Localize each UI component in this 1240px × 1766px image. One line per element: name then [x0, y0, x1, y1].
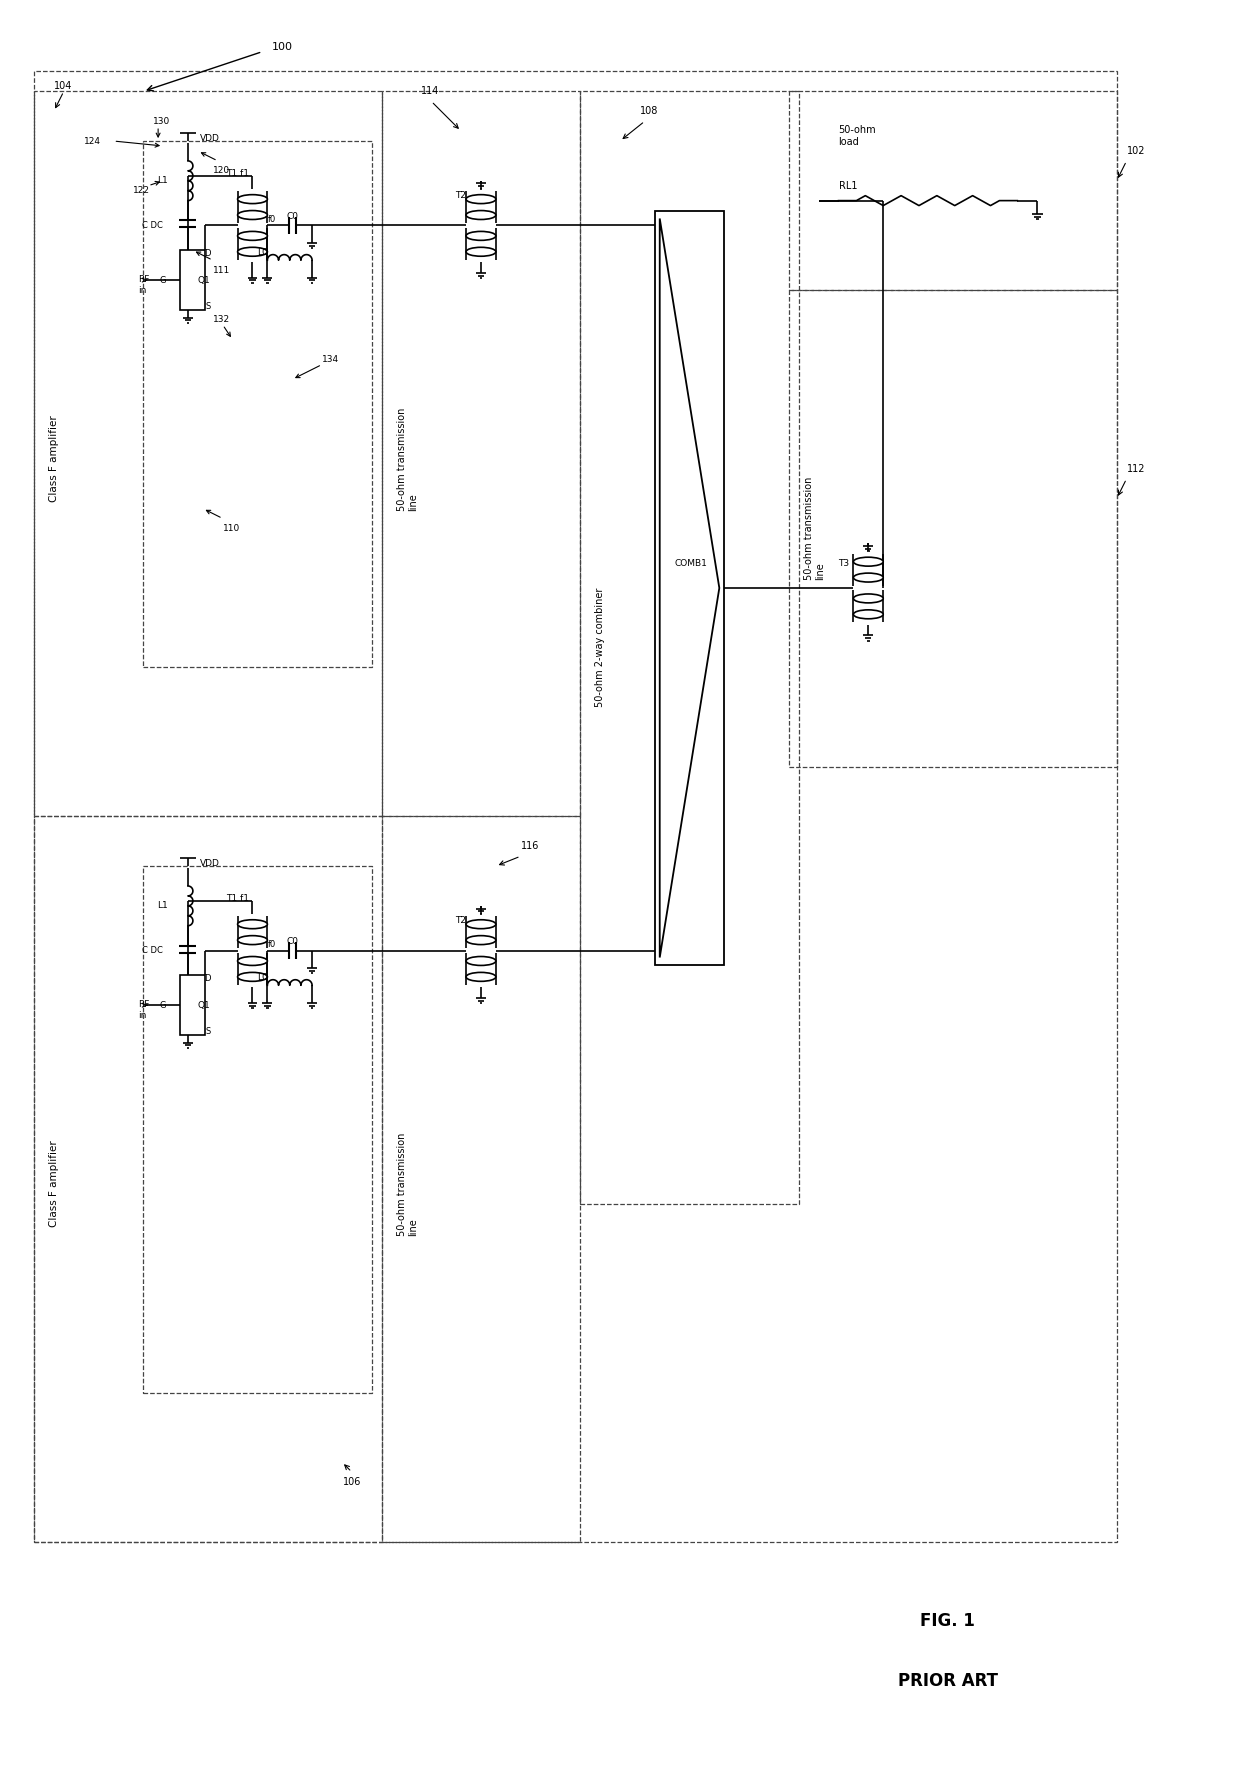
Text: G: G [160, 275, 166, 284]
Text: 116: 116 [521, 841, 539, 851]
Ellipse shape [853, 593, 883, 602]
Text: 111: 111 [213, 265, 229, 275]
Ellipse shape [466, 957, 496, 966]
Text: 130: 130 [154, 117, 170, 125]
Text: D: D [205, 249, 211, 258]
Text: C DC: C DC [143, 221, 164, 230]
Text: Class F amplifier: Class F amplifier [48, 415, 58, 502]
Text: S: S [205, 1028, 211, 1037]
Text: FIG. 1: FIG. 1 [920, 1612, 975, 1630]
Text: 110: 110 [223, 525, 239, 533]
Text: 106: 106 [343, 1476, 362, 1487]
Text: COMB1: COMB1 [675, 558, 708, 567]
Ellipse shape [466, 936, 496, 945]
Ellipse shape [853, 574, 883, 583]
Bar [33, 816, 382, 1542]
Text: f0: f0 [268, 940, 277, 948]
Text: 104: 104 [53, 81, 72, 92]
Bar [180, 975, 205, 1035]
Text: S: S [205, 302, 211, 311]
Ellipse shape [466, 973, 496, 982]
Bar [144, 141, 372, 668]
Text: L1: L1 [157, 901, 169, 909]
Text: RF
in: RF in [138, 1001, 150, 1019]
Ellipse shape [238, 957, 268, 966]
Bar [180, 251, 205, 309]
Text: 50-ohm transmission
line: 50-ohm transmission line [397, 1132, 418, 1236]
Text: 114: 114 [422, 87, 440, 97]
Bar [655, 210, 724, 966]
Ellipse shape [238, 231, 268, 240]
Bar [789, 92, 1117, 290]
Polygon shape [660, 219, 719, 957]
Bar [382, 92, 580, 816]
Bar [382, 816, 580, 1542]
Ellipse shape [466, 247, 496, 256]
Ellipse shape [466, 231, 496, 240]
Text: 112: 112 [1127, 464, 1145, 473]
Text: 120: 120 [213, 166, 229, 175]
Ellipse shape [853, 558, 883, 567]
Text: T2: T2 [455, 917, 466, 925]
Text: 108: 108 [640, 106, 658, 117]
Text: D: D [205, 973, 211, 984]
Ellipse shape [238, 936, 268, 945]
Text: Q1: Q1 [198, 1001, 211, 1010]
Text: 50-ohm 2-way combiner: 50-ohm 2-way combiner [595, 588, 605, 706]
Ellipse shape [466, 210, 496, 219]
Ellipse shape [466, 920, 496, 929]
Text: L0: L0 [258, 973, 268, 982]
Text: RL1: RL1 [839, 180, 858, 191]
Text: 134: 134 [322, 355, 340, 364]
Text: T1 f1: T1 f1 [226, 170, 249, 178]
Ellipse shape [238, 973, 268, 982]
Ellipse shape [238, 920, 268, 929]
Text: 50-ohm transmission
line: 50-ohm transmission line [397, 408, 418, 510]
Text: 50-ohm
load: 50-ohm load [838, 125, 877, 147]
Text: T1 f1: T1 f1 [226, 894, 249, 904]
Text: 132: 132 [213, 316, 229, 325]
Bar [580, 92, 799, 1204]
Text: Class F amplifier: Class F amplifier [48, 1141, 58, 1227]
Bar [33, 92, 382, 816]
Text: 100: 100 [272, 42, 293, 51]
Text: VDD: VDD [200, 134, 219, 143]
Text: L0: L0 [258, 247, 268, 256]
Ellipse shape [238, 194, 268, 203]
Bar [789, 290, 1117, 766]
Text: L1: L1 [157, 177, 169, 185]
Bar [144, 865, 372, 1393]
Text: f0: f0 [268, 215, 277, 224]
Text: Q1: Q1 [198, 275, 211, 284]
Text: C DC: C DC [143, 947, 164, 955]
Text: C0: C0 [286, 938, 298, 947]
Ellipse shape [238, 210, 268, 219]
Ellipse shape [238, 247, 268, 256]
Ellipse shape [853, 609, 883, 618]
Bar [33, 71, 1117, 1542]
Text: 122: 122 [133, 185, 150, 196]
Text: T2: T2 [455, 191, 466, 200]
Text: VDD: VDD [200, 858, 219, 867]
Text: 50-ohm transmission
line: 50-ohm transmission line [804, 477, 826, 579]
Text: C0: C0 [286, 212, 298, 221]
Text: RF
in: RF in [138, 275, 150, 295]
Text: 102: 102 [1127, 147, 1145, 155]
Ellipse shape [466, 194, 496, 203]
Text: T3: T3 [838, 558, 849, 567]
Text: 124: 124 [83, 136, 100, 145]
Text: PRIOR ART: PRIOR ART [898, 1672, 998, 1690]
Text: G: G [160, 1001, 166, 1010]
